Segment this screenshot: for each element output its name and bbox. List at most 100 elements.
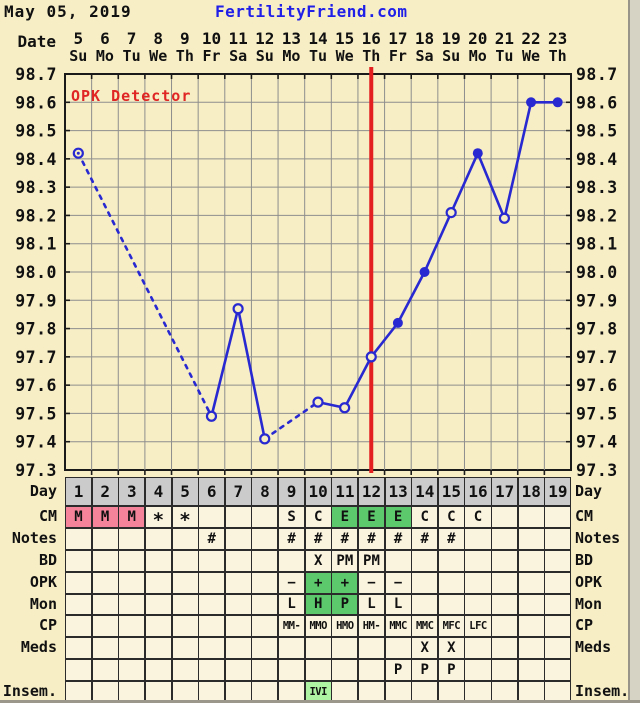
cell-notes-day14[interactable]: # [411, 528, 438, 550]
cell-cm-day10[interactable]: C [305, 506, 332, 528]
cell-opk-day2[interactable] [92, 572, 119, 594]
cell-cm-day16[interactable]: C [464, 506, 491, 528]
cell-mon-day11[interactable]: P [331, 594, 358, 616]
cell-bd-day11[interactable]: PM [331, 550, 358, 572]
cell-meds-day17[interactable] [491, 637, 518, 659]
cell-notes-day5[interactable] [172, 528, 199, 550]
cell-cm-day14[interactable]: C [411, 506, 438, 528]
cell-day-day12[interactable]: 12 [358, 477, 385, 506]
cell-bd-day14[interactable] [411, 550, 438, 572]
cell-day-day4[interactable]: 4 [145, 477, 172, 506]
cell-opk-day18[interactable] [518, 572, 545, 594]
cell-cm-day19[interactable] [544, 506, 571, 528]
cell-cp-day14[interactable]: MMC [411, 615, 438, 637]
cell-notes-day2[interactable] [92, 528, 119, 550]
cell-cp-day3[interactable] [118, 615, 145, 637]
cell-notes-day10[interactable]: # [305, 528, 332, 550]
cell-cp-day7[interactable] [225, 615, 252, 637]
cell-cp-day11[interactable]: HMO [331, 615, 358, 637]
cell-meds-day6[interactable] [198, 637, 225, 659]
cell-meds-day2[interactable] [92, 637, 119, 659]
cell-mon-day19[interactable] [544, 594, 571, 616]
cell-cm-day13[interactable]: E [385, 506, 412, 528]
cell-opk-day15[interactable] [438, 572, 465, 594]
cell-notes-day18[interactable] [518, 528, 545, 550]
cell-opk-day8[interactable] [251, 572, 278, 594]
cell-cm-day5[interactable]: * [172, 506, 199, 528]
cell-day-day10[interactable]: 10 [305, 477, 332, 506]
cell-notes-day19[interactable] [544, 528, 571, 550]
cell-meds-day18[interactable] [518, 637, 545, 659]
cell-cm-day4[interactable]: * [145, 506, 172, 528]
cell-row9-day16[interactable] [464, 659, 491, 681]
cell-bd-day9[interactable] [278, 550, 305, 572]
cell-cm-day15[interactable]: C [438, 506, 465, 528]
cell-row9-day12[interactable] [358, 659, 385, 681]
cell-row9-day15[interactable]: P [438, 659, 465, 681]
cell-row9-day3[interactable] [118, 659, 145, 681]
cell-bd-day1[interactable] [65, 550, 92, 572]
cell-opk-day12[interactable]: − [358, 572, 385, 594]
cell-mon-day8[interactable] [251, 594, 278, 616]
cell-notes-day12[interactable]: # [358, 528, 385, 550]
cell-notes-day17[interactable] [491, 528, 518, 550]
cell-cp-day4[interactable] [145, 615, 172, 637]
cell-bd-day2[interactable] [92, 550, 119, 572]
cell-day-day13[interactable]: 13 [385, 477, 412, 506]
cell-bd-day7[interactable] [225, 550, 252, 572]
cell-mon-day17[interactable] [491, 594, 518, 616]
cell-cm-day3[interactable]: M [118, 506, 145, 528]
cell-notes-day13[interactable]: # [385, 528, 412, 550]
cell-row9-day17[interactable] [491, 659, 518, 681]
cell-opk-day11[interactable]: + [331, 572, 358, 594]
cell-notes-day3[interactable] [118, 528, 145, 550]
cell-day-day15[interactable]: 15 [438, 477, 465, 506]
cell-row9-day11[interactable] [331, 659, 358, 681]
cell-cp-day2[interactable] [92, 615, 119, 637]
cell-meds-day10[interactable] [305, 637, 332, 659]
cell-meds-day13[interactable] [385, 637, 412, 659]
cell-cm-day6[interactable] [198, 506, 225, 528]
cell-mon-day15[interactable] [438, 594, 465, 616]
cell-meds-day3[interactable] [118, 637, 145, 659]
cell-row9-day7[interactable] [225, 659, 252, 681]
cell-meds-day8[interactable] [251, 637, 278, 659]
cell-mon-day9[interactable]: L [278, 594, 305, 616]
cell-cm-day2[interactable]: M [92, 506, 119, 528]
cell-meds-day11[interactable] [331, 637, 358, 659]
cell-meds-day5[interactable] [172, 637, 199, 659]
cell-cp-day17[interactable] [491, 615, 518, 637]
cell-notes-day8[interactable] [251, 528, 278, 550]
cell-opk-day17[interactable] [491, 572, 518, 594]
cell-cp-day8[interactable] [251, 615, 278, 637]
cell-day-day5[interactable]: 5 [172, 477, 199, 506]
cell-row9-day9[interactable] [278, 659, 305, 681]
cell-opk-day19[interactable] [544, 572, 571, 594]
cell-bd-day19[interactable] [544, 550, 571, 572]
cell-meds-day14[interactable]: X [411, 637, 438, 659]
cell-day-day6[interactable]: 6 [198, 477, 225, 506]
cell-day-day17[interactable]: 17 [491, 477, 518, 506]
cell-bd-day16[interactable] [464, 550, 491, 572]
cell-cp-day1[interactable] [65, 615, 92, 637]
cell-notes-day16[interactable] [464, 528, 491, 550]
cell-row9-day13[interactable]: P [385, 659, 412, 681]
cell-day-day9[interactable]: 9 [278, 477, 305, 506]
cell-cp-day18[interactable] [518, 615, 545, 637]
cell-day-day14[interactable]: 14 [411, 477, 438, 506]
cell-opk-day3[interactable] [118, 572, 145, 594]
cell-cp-day13[interactable]: MMC [385, 615, 412, 637]
cell-cp-day9[interactable]: MM- [278, 615, 305, 637]
cell-opk-day7[interactable] [225, 572, 252, 594]
cell-row9-day14[interactable]: P [411, 659, 438, 681]
cell-meds-day1[interactable] [65, 637, 92, 659]
cell-bd-day13[interactable] [385, 550, 412, 572]
cell-mon-day12[interactable]: L [358, 594, 385, 616]
cell-bd-day10[interactable]: X [305, 550, 332, 572]
cell-cm-day8[interactable] [251, 506, 278, 528]
cell-notes-day15[interactable]: # [438, 528, 465, 550]
cell-bd-day8[interactable] [251, 550, 278, 572]
cell-row9-day5[interactable] [172, 659, 199, 681]
cell-cp-day5[interactable] [172, 615, 199, 637]
cell-bd-day6[interactable] [198, 550, 225, 572]
